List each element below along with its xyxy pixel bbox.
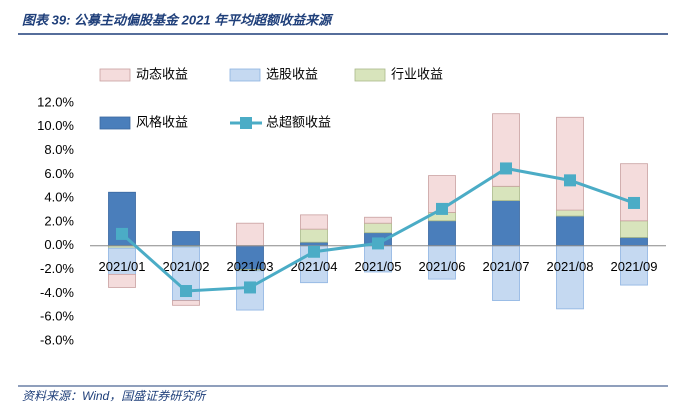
line-marker — [244, 281, 256, 294]
line-marker — [116, 227, 128, 240]
x-tick-label: 2021/02 — [163, 259, 210, 274]
x-tick-label: 2021/07 — [483, 259, 530, 274]
source: 资料来源：Wind，国盛证券研究所 — [22, 389, 207, 403]
line-marker — [436, 202, 448, 215]
x-tick-label: 2021/03 — [227, 259, 274, 274]
y-tick-label: 10.0% — [37, 118, 74, 133]
y-tick-label: 4.0% — [44, 190, 74, 205]
x-tick-label: 2021/08 — [547, 259, 594, 274]
bar — [172, 300, 200, 306]
bar — [492, 245, 520, 301]
bar — [556, 245, 584, 310]
x-tick-label: 2021/01 — [99, 259, 146, 274]
bar — [300, 214, 328, 230]
line-marker — [500, 162, 512, 175]
y-tick-label: -6.0% — [40, 309, 74, 324]
legend-swatch — [354, 68, 386, 82]
bar — [620, 237, 648, 247]
x-tick-label: 2021/05 — [355, 259, 402, 274]
y-tick-label: 12.0% — [37, 94, 74, 109]
legend-label: 总超额收益 — [266, 114, 331, 129]
x-tick-label: 2021/09 — [611, 259, 658, 274]
legend-swatch — [99, 116, 131, 130]
legend-label: 选股收益 — [266, 66, 318, 81]
legend-swatch — [240, 117, 252, 129]
legend-label: 行业收益 — [391, 66, 443, 81]
line-marker — [308, 245, 320, 258]
bar — [364, 216, 392, 224]
y-tick-label: -2.0% — [40, 261, 74, 276]
bar — [172, 231, 200, 247]
bar — [300, 241, 328, 247]
x-tick-label: 2021/04 — [291, 259, 338, 274]
bar — [620, 220, 648, 238]
bar — [492, 200, 520, 247]
bar — [556, 215, 584, 247]
y-tick-label: -8.0% — [40, 332, 74, 347]
x-tick-label: 2021/06 — [419, 259, 466, 274]
y-tick-label: -4.0% — [40, 285, 74, 300]
bar — [108, 247, 136, 275]
bar — [492, 185, 520, 201]
bar — [108, 273, 136, 288]
y-tick-label: 8.0% — [44, 142, 74, 157]
bar — [620, 163, 648, 222]
bar — [236, 222, 264, 247]
bar — [364, 245, 392, 273]
y-tick-label: 0.0% — [44, 237, 74, 252]
bar — [556, 116, 584, 211]
y-tick-label: 6.0% — [44, 166, 74, 181]
bar — [364, 222, 392, 234]
legend-swatch — [229, 68, 261, 82]
y-tick-label: 2.0% — [44, 213, 74, 228]
bar — [556, 209, 584, 217]
legend-label: 风格收益 — [136, 114, 188, 129]
line-marker — [180, 285, 192, 298]
bar — [428, 220, 456, 247]
bar — [428, 245, 456, 280]
legend-label: 动态收益 — [136, 66, 188, 81]
line-marker — [628, 196, 640, 209]
legend-swatch — [99, 68, 131, 82]
line-marker — [564, 174, 576, 187]
bar — [300, 228, 328, 243]
line-marker — [372, 237, 384, 250]
chart-title: 图表 39: 公募主动偏股基金 2021 年平均超额收益来源 — [22, 12, 334, 27]
